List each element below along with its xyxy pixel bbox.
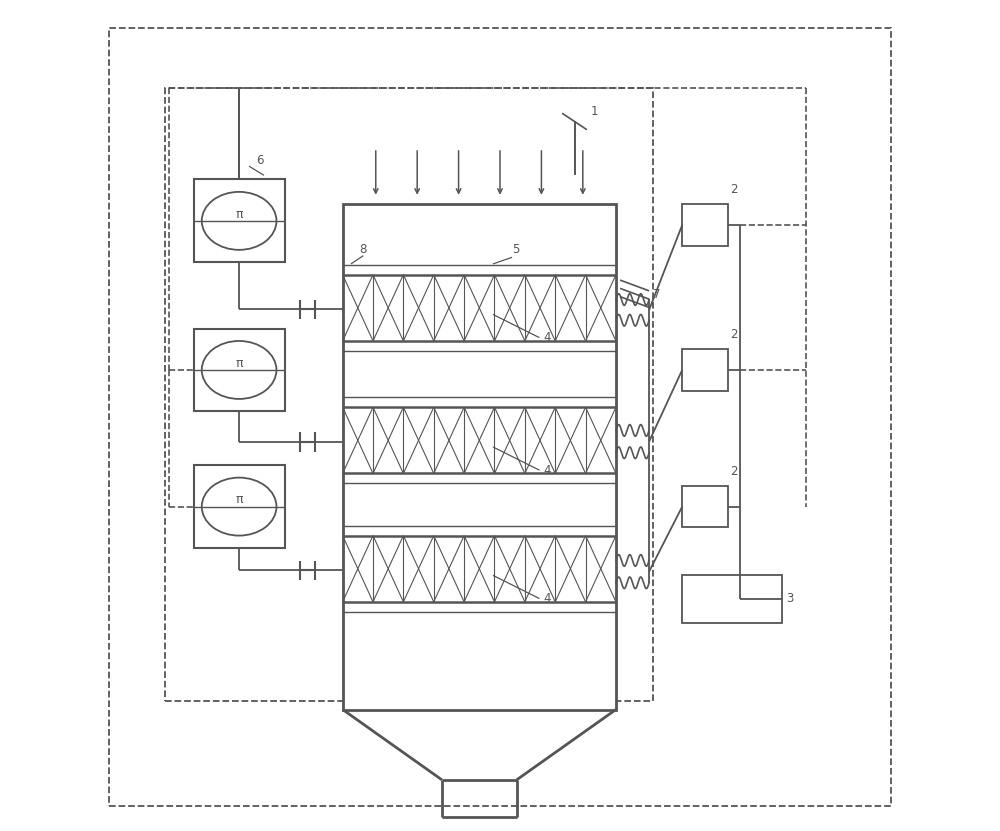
Text: 3: 3 — [786, 592, 793, 605]
Bar — [682, 574, 782, 622]
Text: 8: 8 — [359, 243, 367, 256]
Bar — [194, 179, 285, 263]
Text: π: π — [235, 208, 243, 221]
Bar — [194, 328, 285, 411]
Text: 2: 2 — [730, 465, 738, 478]
Bar — [682, 486, 728, 528]
Text: π: π — [235, 356, 243, 370]
Bar — [343, 204, 616, 710]
Text: π: π — [235, 494, 243, 506]
Text: 2: 2 — [730, 183, 738, 196]
Text: 2: 2 — [730, 328, 738, 341]
Text: 1: 1 — [591, 105, 599, 118]
Text: 4: 4 — [544, 331, 551, 344]
Bar — [682, 349, 728, 391]
Bar — [682, 204, 728, 246]
Text: 7: 7 — [653, 288, 661, 302]
Text: 5: 5 — [512, 243, 519, 256]
Bar — [165, 88, 653, 701]
Text: 6: 6 — [256, 154, 263, 167]
Text: 4: 4 — [544, 464, 551, 477]
Text: 4: 4 — [544, 592, 551, 605]
Bar — [194, 465, 285, 548]
